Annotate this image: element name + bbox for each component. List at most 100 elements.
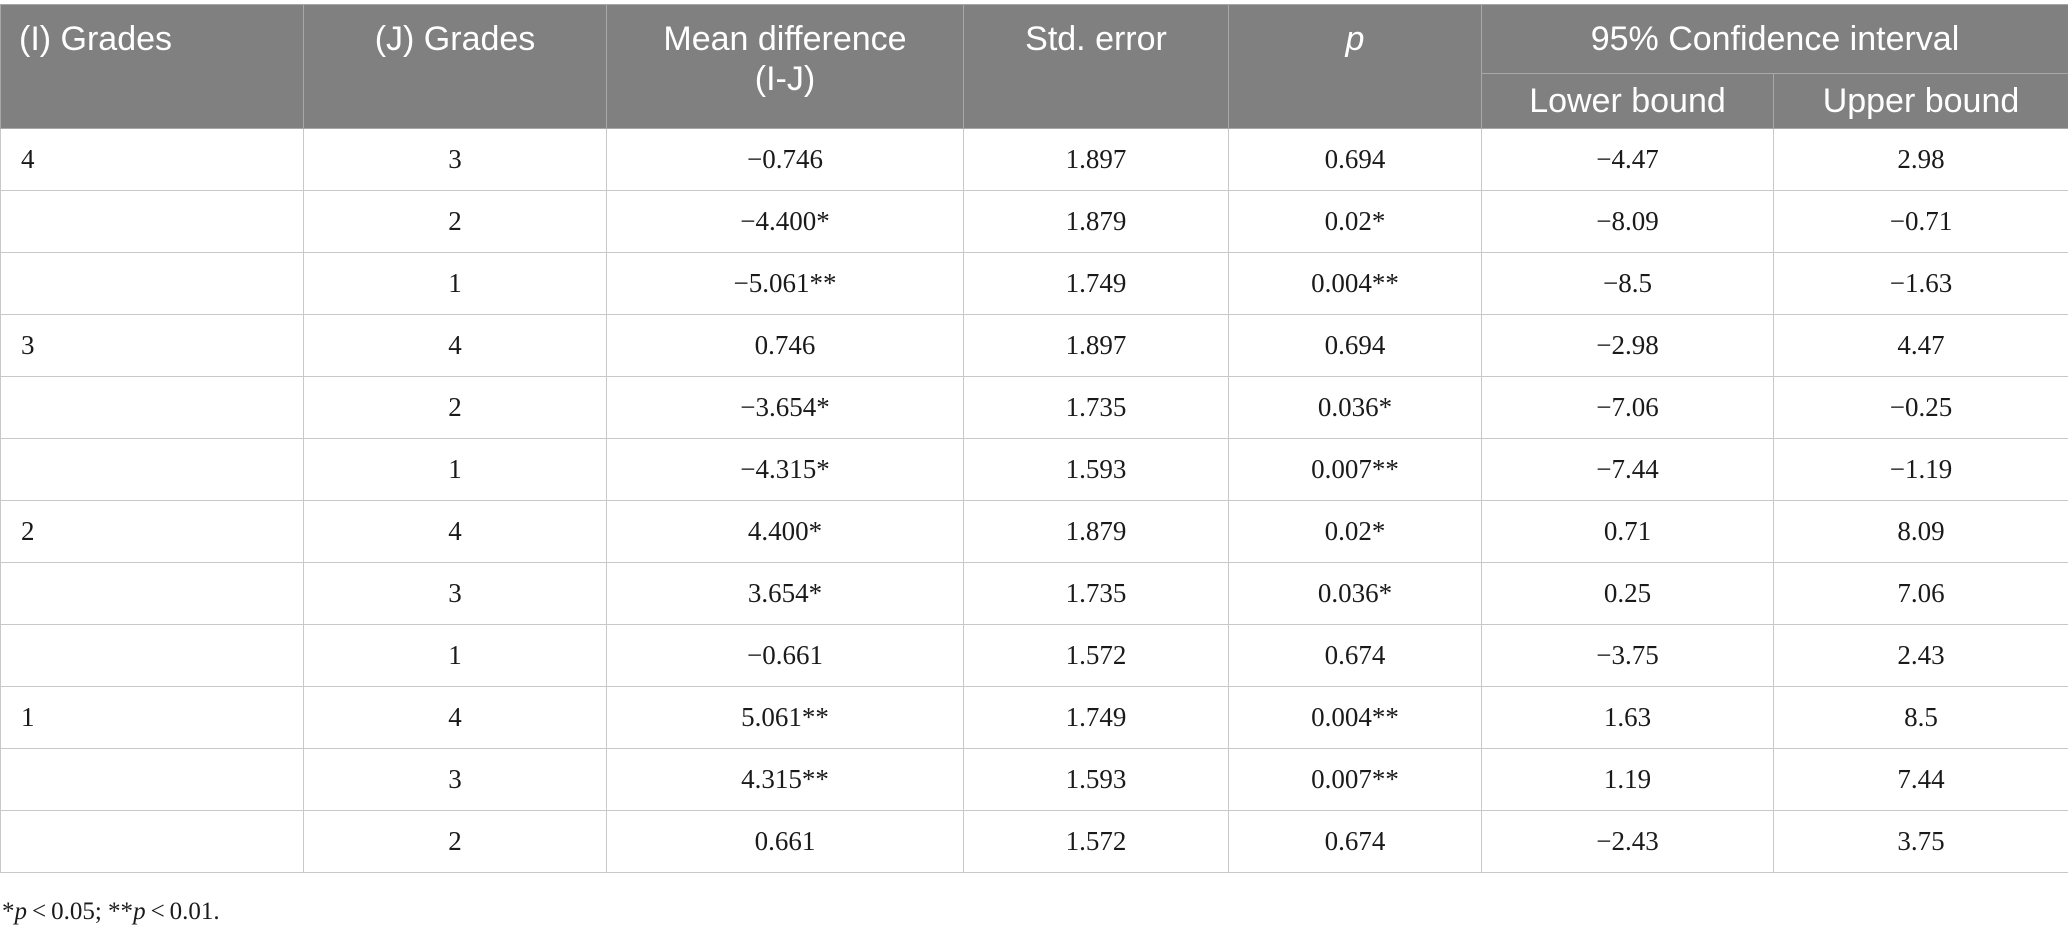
- footnote-star: *: [2, 898, 15, 925]
- cell-mean-difference: 0.746: [606, 314, 964, 377]
- cell-i-grade: [0, 810, 304, 873]
- cell-p-value: 0.694: [1228, 128, 1482, 191]
- cell-p-value: 0.674: [1228, 810, 1482, 873]
- cell-p-value: 0.694: [1228, 314, 1482, 377]
- footnote-p-symbol-2: p: [133, 898, 146, 925]
- cell-lower-bound: −3.75: [1481, 624, 1774, 687]
- cell-upper-bound: 7.44: [1773, 748, 2068, 811]
- cell-j-grade: 2: [303, 810, 607, 873]
- cell-std-error: 1.879: [963, 190, 1229, 253]
- header-mean-difference: Mean difference (I-J): [606, 4, 964, 129]
- cell-j-grade: 1: [303, 438, 607, 501]
- cell-lower-bound: 0.25: [1481, 562, 1774, 625]
- cell-p-value: 0.007**: [1228, 438, 1482, 501]
- header-p-value: p: [1228, 4, 1482, 129]
- table-row: 2 −3.654* 1.735 0.036* −7.06 −0.25: [0, 376, 2068, 439]
- cell-upper-bound: 2.98: [1773, 128, 2068, 191]
- cell-i-grade: [0, 438, 304, 501]
- header-std-error: Std. error: [963, 4, 1229, 129]
- cell-std-error: 1.593: [963, 748, 1229, 811]
- cell-upper-bound: −0.25: [1773, 376, 2068, 439]
- cell-i-grade: 2: [0, 500, 304, 563]
- cell-mean-difference: 3.654*: [606, 562, 964, 625]
- cell-lower-bound: 1.63: [1481, 686, 1774, 749]
- cell-i-grade: 1: [0, 686, 304, 749]
- cell-lower-bound: −8.5: [1481, 252, 1774, 315]
- header-j-grades: (J) Grades: [303, 4, 607, 129]
- cell-mean-difference: 4.315**: [606, 748, 964, 811]
- cell-std-error: 1.735: [963, 376, 1229, 439]
- results-table: (I) Grades (J) Grades Mean difference (I-…: [0, 4, 2068, 873]
- cell-i-grade: [0, 748, 304, 811]
- cell-mean-difference: −0.746: [606, 128, 964, 191]
- cell-mean-difference: −4.315*: [606, 438, 964, 501]
- cell-mean-difference: −5.061**: [606, 252, 964, 315]
- footnote-p-symbol-1: p: [14, 898, 28, 925]
- table-row: 1 −5.061** 1.749 0.004** −8.5 −1.63: [0, 252, 2068, 315]
- cell-j-grade: 1: [303, 624, 607, 687]
- table-row: 3 3.654* 1.735 0.036* 0.25 7.06: [0, 562, 2068, 625]
- cell-p-value: 0.007**: [1228, 748, 1482, 811]
- cell-upper-bound: 2.43: [1773, 624, 2068, 687]
- header-mean-difference-line1: Mean difference: [663, 20, 907, 58]
- cell-std-error: 1.897: [963, 128, 1229, 191]
- table-row: 2 −4.400* 1.879 0.02* −8.09 −0.71: [0, 190, 2068, 253]
- cell-lower-bound: −4.47: [1481, 128, 1774, 191]
- cell-std-error: 1.897: [963, 314, 1229, 377]
- table-header: (I) Grades (J) Grades Mean difference (I-…: [0, 4, 2068, 129]
- cell-lower-bound: 1.19: [1481, 748, 1774, 811]
- cell-p-value: 0.004**: [1228, 252, 1482, 315]
- cell-mean-difference: 4.400*: [606, 500, 964, 563]
- cell-lower-bound: −7.06: [1481, 376, 1774, 439]
- cell-j-grade: 2: [303, 376, 607, 439]
- cell-i-grade: [0, 624, 304, 687]
- cell-p-value: 0.004**: [1228, 686, 1482, 749]
- cell-std-error: 1.749: [963, 686, 1229, 749]
- cell-upper-bound: −1.63: [1773, 252, 2068, 315]
- table-row: 3 4.315** 1.593 0.007** 1.19 7.44: [0, 748, 2068, 811]
- cell-upper-bound: 3.75: [1773, 810, 2068, 873]
- cell-std-error: 1.735: [963, 562, 1229, 625]
- cell-j-grade: 3: [303, 562, 607, 625]
- cell-lower-bound: −8.09: [1481, 190, 1774, 253]
- table-row: 1 −0.661 1.572 0.674 −3.75 2.43: [0, 624, 2068, 687]
- cell-j-grade: 3: [303, 748, 607, 811]
- table-row: 2 4 4.400* 1.879 0.02* 0.71 8.09: [0, 500, 2068, 563]
- header-lower-bound: Lower bound: [1481, 73, 1774, 129]
- cell-upper-bound: 4.47: [1773, 314, 2068, 377]
- header-row: (I) Grades (J) Grades Mean difference (I-…: [0, 4, 2068, 129]
- cell-lower-bound: 0.71: [1481, 500, 1774, 563]
- cell-lower-bound: −7.44: [1481, 438, 1774, 501]
- cell-mean-difference: −0.661: [606, 624, 964, 687]
- cell-upper-bound: 7.06: [1773, 562, 2068, 625]
- header-subrow: Lower bound Upper bound: [1, 73, 2068, 129]
- cell-p-value: 0.036*: [1228, 562, 1482, 625]
- cell-mean-difference: 0.661: [606, 810, 964, 873]
- cell-upper-bound: −1.19: [1773, 438, 2068, 501]
- cell-mean-difference: −4.400*: [606, 190, 964, 253]
- footnote: *p < 0.05; **p < 0.01.: [2, 898, 220, 926]
- cell-std-error: 1.879: [963, 500, 1229, 563]
- cell-j-grade: 1: [303, 252, 607, 315]
- cell-std-error: 1.749: [963, 252, 1229, 315]
- cell-j-grade: 4: [303, 314, 607, 377]
- footnote-condition-2: < 0.01.: [145, 898, 220, 925]
- cell-lower-bound: −2.98: [1481, 314, 1774, 377]
- table-row: 2 0.661 1.572 0.674 −2.43 3.75: [0, 810, 2068, 873]
- cell-i-grade: [0, 562, 304, 625]
- cell-upper-bound: 8.5: [1773, 686, 2068, 749]
- cell-j-grade: 4: [303, 500, 607, 563]
- cell-j-grade: 4: [303, 686, 607, 749]
- table-row: 1 −4.315* 1.593 0.007** −7.44 −1.19: [0, 438, 2068, 501]
- cell-std-error: 1.572: [963, 624, 1229, 687]
- cell-upper-bound: 8.09: [1773, 500, 2068, 563]
- cell-std-error: 1.572: [963, 810, 1229, 873]
- table-row: 3 4 0.746 1.897 0.694 −2.98 4.47: [0, 314, 2068, 377]
- header-confidence-interval: 95% Confidence interval: [1481, 4, 2068, 74]
- cell-mean-difference: 5.061**: [606, 686, 964, 749]
- cell-std-error: 1.593: [963, 438, 1229, 501]
- cell-mean-difference: −3.654*: [606, 376, 964, 439]
- cell-i-grade: 4: [0, 128, 304, 191]
- cell-i-grade: [0, 190, 304, 253]
- cell-j-grade: 3: [303, 128, 607, 191]
